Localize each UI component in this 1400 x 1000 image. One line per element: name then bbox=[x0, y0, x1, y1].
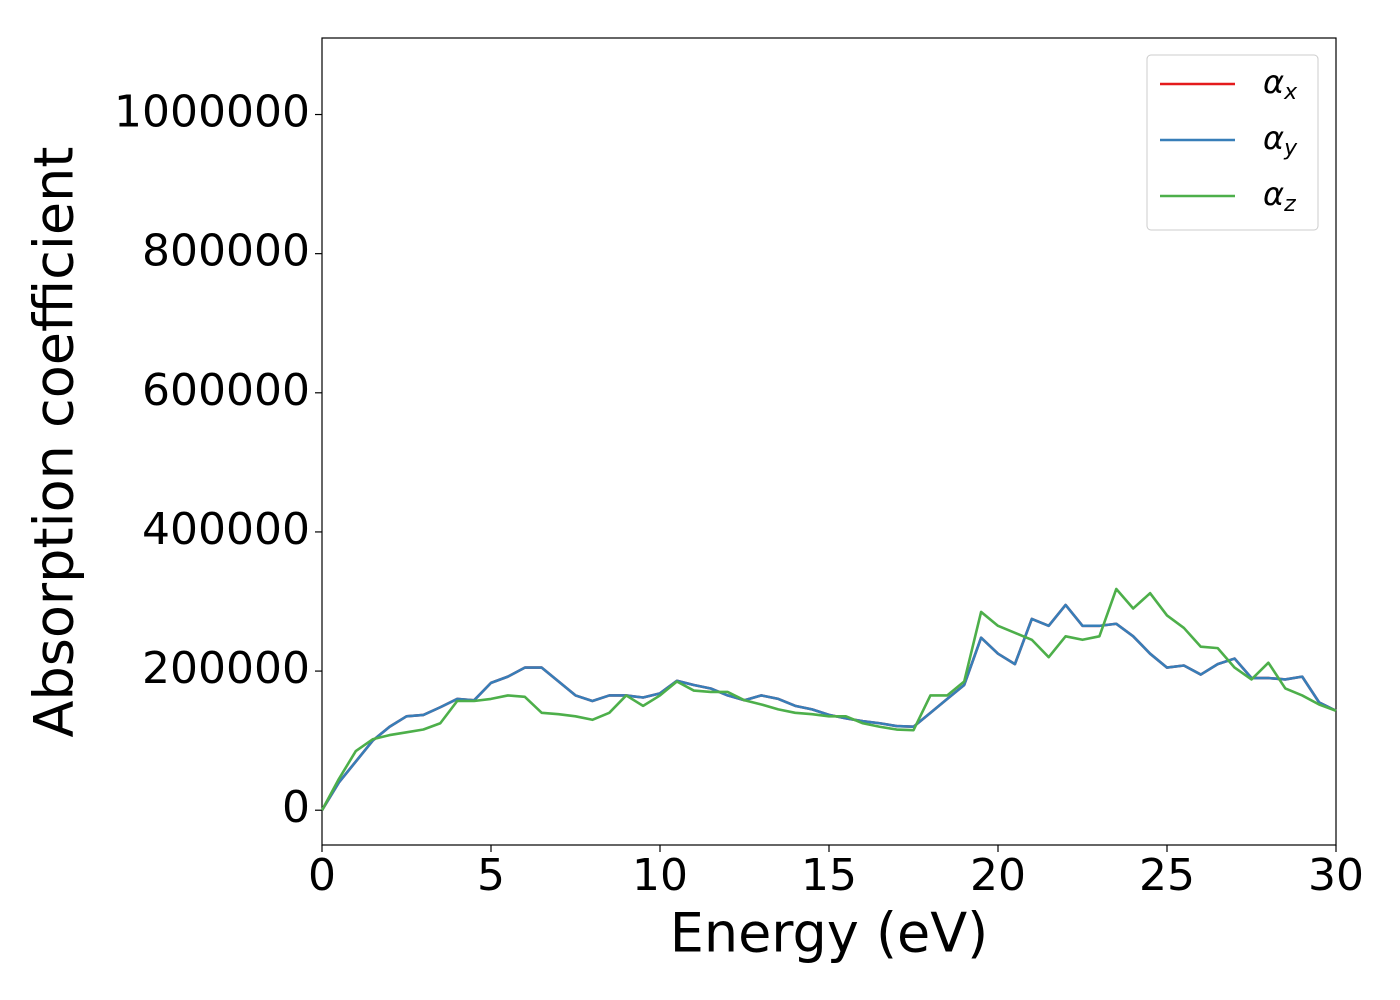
x-tick-label: 15 bbox=[801, 850, 857, 901]
legend-label: αz bbox=[1263, 175, 1296, 217]
x-tick-label: 30 bbox=[1308, 850, 1364, 901]
x-tick-label: 0 bbox=[308, 850, 336, 901]
x-tick-label: 10 bbox=[632, 850, 688, 901]
y-tick-label: 400000 bbox=[142, 504, 310, 555]
series-line bbox=[320, 603, 1337, 811]
legend-box bbox=[1146, 54, 1319, 231]
y-axis-label: Absorption coefficient bbox=[23, 147, 86, 738]
legend-label: αx bbox=[1263, 63, 1298, 105]
x-tick-label: 20 bbox=[970, 850, 1026, 901]
y-tick-label: 600000 bbox=[142, 365, 310, 416]
y-tick-label: 200000 bbox=[142, 643, 310, 694]
y-tick-label: 1000000 bbox=[114, 87, 310, 138]
series-line bbox=[320, 587, 1337, 811]
x-tick-label: 5 bbox=[477, 850, 505, 901]
x-axis-label: Energy (eV) bbox=[670, 902, 989, 965]
legend-label: αy bbox=[1263, 119, 1298, 161]
x-tick-label: 25 bbox=[1139, 850, 1195, 901]
series-line bbox=[320, 603, 1337, 811]
y-tick-label: 0 bbox=[282, 782, 310, 833]
y-tick-label: 800000 bbox=[142, 226, 310, 277]
